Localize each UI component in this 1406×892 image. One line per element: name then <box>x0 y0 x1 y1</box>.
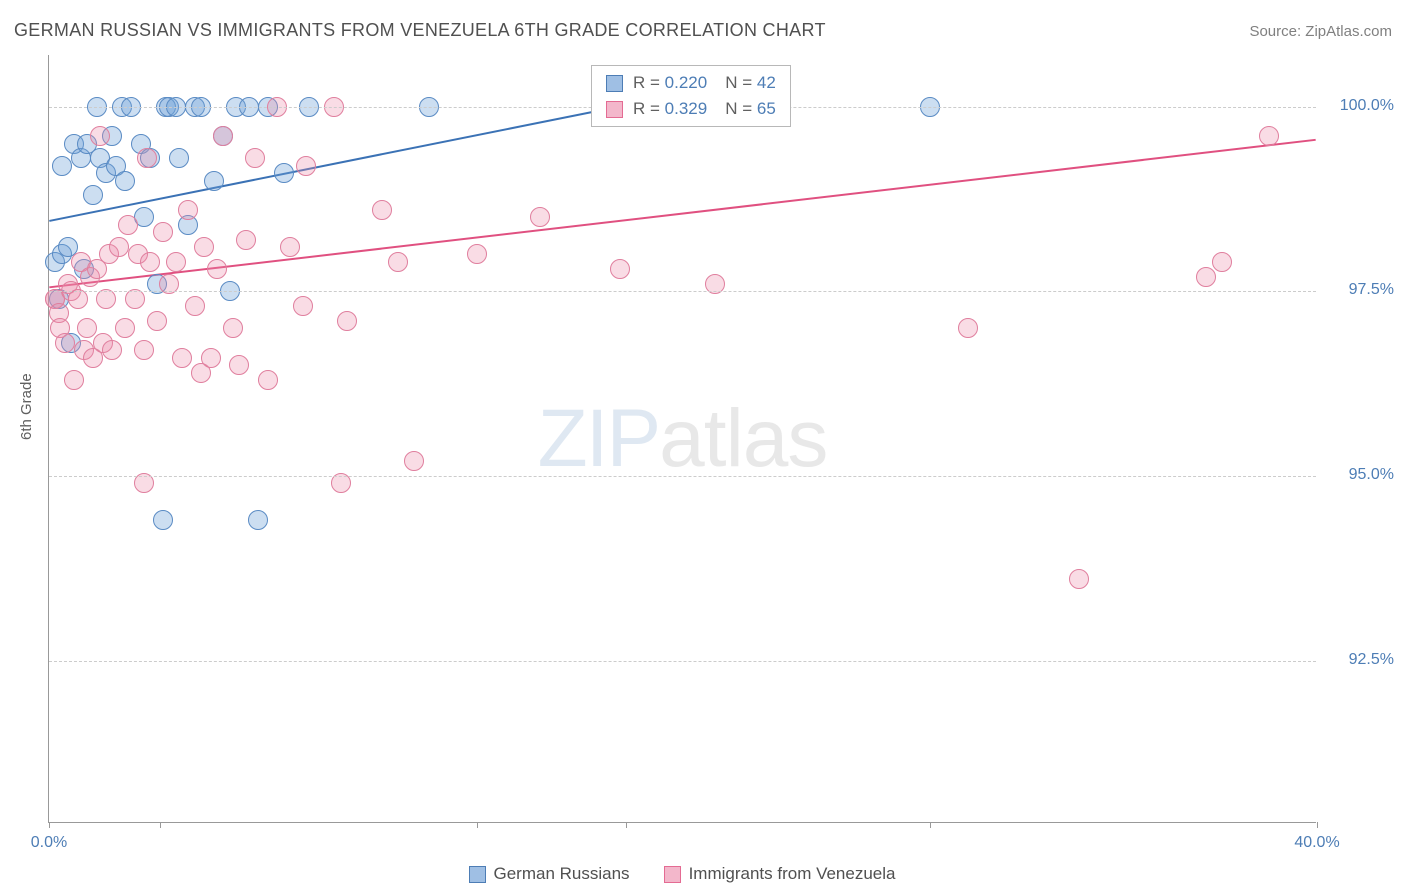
data-point <box>169 148 189 168</box>
x-tick-mark <box>1317 822 1318 828</box>
data-point <box>185 296 205 316</box>
data-point <box>245 148 265 168</box>
data-point <box>372 200 392 220</box>
data-point <box>958 318 978 338</box>
data-point <box>134 340 154 360</box>
data-point <box>274 163 294 183</box>
data-point <box>1196 267 1216 287</box>
data-point <box>118 215 138 235</box>
trend-lines-layer <box>49 55 1316 822</box>
data-point <box>77 318 97 338</box>
bottom-legend: German Russians Immigrants from Venezuela <box>48 864 1316 884</box>
data-point <box>194 237 214 257</box>
data-point <box>90 126 110 146</box>
stat-r-label: R = 0.329 <box>633 99 707 119</box>
y-tick-label: 100.0% <box>1326 97 1394 115</box>
stat-n-label: N = 65 <box>725 99 776 119</box>
y-axis-label: 6th Grade <box>18 373 35 440</box>
gridline-h <box>49 476 1316 477</box>
data-point <box>388 252 408 272</box>
data-point <box>172 348 192 368</box>
x-tick-mark <box>930 822 931 828</box>
stat-legend: R = 0.220 N = 42 R = 0.329 N = 65 <box>591 65 791 127</box>
data-point <box>102 340 122 360</box>
data-point <box>404 451 424 471</box>
data-point <box>248 510 268 530</box>
legend-swatch <box>606 101 623 118</box>
data-point <box>293 296 313 316</box>
x-tick-mark <box>160 822 161 828</box>
data-point <box>1069 569 1089 589</box>
legend-series-name: Immigrants from Venezuela <box>689 864 896 884</box>
data-point <box>137 148 157 168</box>
plot-area: ZIPatlas 92.5%95.0%97.5%100.0% 0.0%40.0%… <box>48 55 1316 823</box>
stat-legend-row: R = 0.329 N = 65 <box>592 96 790 122</box>
stat-r-label: R = 0.220 <box>633 73 707 93</box>
data-point <box>178 200 198 220</box>
data-point <box>229 355 249 375</box>
data-point <box>258 370 278 390</box>
chart-title: GERMAN RUSSIAN VS IMMIGRANTS FROM VENEZU… <box>14 20 826 41</box>
stat-legend-row: R = 0.220 N = 42 <box>592 70 790 96</box>
data-point <box>337 311 357 331</box>
legend-swatch <box>606 75 623 92</box>
y-tick-label: 97.5% <box>1326 281 1394 299</box>
data-point <box>204 171 224 191</box>
data-point <box>1212 252 1232 272</box>
trend-line <box>49 140 1315 288</box>
data-point <box>207 259 227 279</box>
data-point <box>280 237 300 257</box>
bottom-legend-item: Immigrants from Venezuela <box>664 864 896 884</box>
data-point <box>236 230 256 250</box>
data-point <box>140 252 160 272</box>
x-tick-mark <box>477 822 478 828</box>
stat-n-label: N = 42 <box>725 73 776 93</box>
data-point <box>153 510 173 530</box>
data-point <box>213 126 233 146</box>
data-point <box>109 237 129 257</box>
data-point <box>55 333 75 353</box>
gridline-h <box>49 291 1316 292</box>
data-point <box>115 171 135 191</box>
data-point <box>115 318 135 338</box>
y-tick-label: 92.5% <box>1326 651 1394 669</box>
data-point <box>296 156 316 176</box>
gridline-h <box>49 661 1316 662</box>
data-point <box>52 156 72 176</box>
data-point <box>1259 126 1279 146</box>
source-attribution: Source: ZipAtlas.com <box>1249 23 1392 40</box>
bottom-legend-item: German Russians <box>469 864 630 884</box>
data-point <box>467 244 487 264</box>
trend-line <box>49 107 619 221</box>
x-tick-label: 40.0% <box>1294 834 1339 852</box>
data-point <box>166 252 186 272</box>
data-point <box>201 348 221 368</box>
x-tick-mark <box>626 822 627 828</box>
x-tick-label: 0.0% <box>31 834 67 852</box>
legend-swatch <box>664 866 681 883</box>
y-tick-label: 95.0% <box>1326 466 1394 484</box>
data-point <box>223 318 243 338</box>
data-point <box>610 259 630 279</box>
x-tick-mark <box>49 822 50 828</box>
data-point <box>64 370 84 390</box>
data-point <box>530 207 550 227</box>
legend-swatch <box>469 866 486 883</box>
data-point <box>153 222 173 242</box>
legend-series-name: German Russians <box>494 864 630 884</box>
data-point <box>147 311 167 331</box>
data-point <box>83 185 103 205</box>
